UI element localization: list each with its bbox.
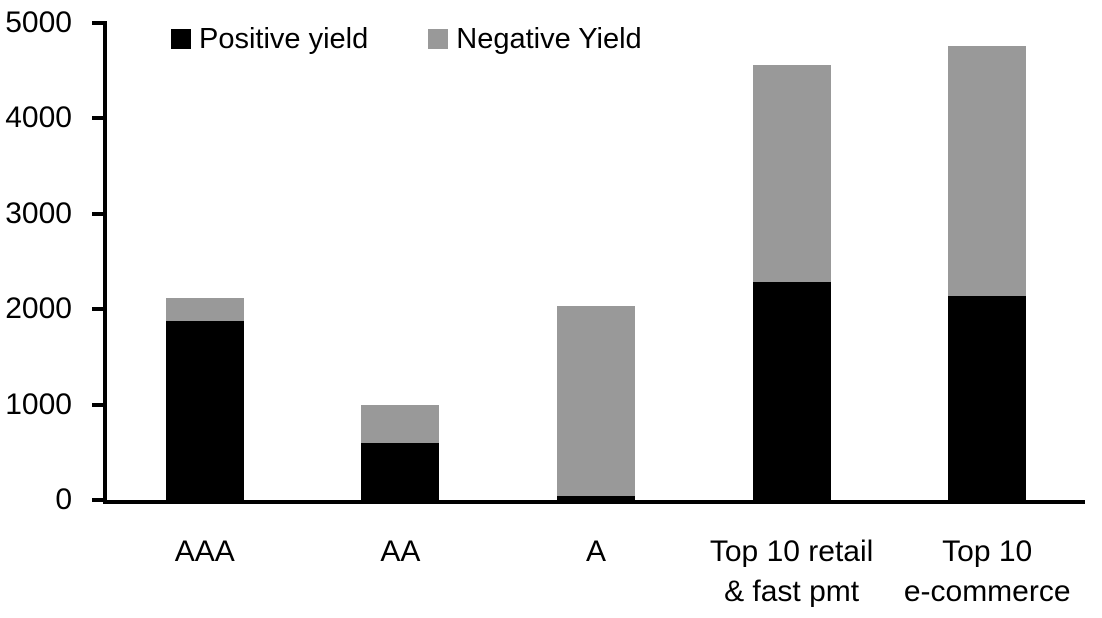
y-tick-mark [92,20,104,25]
bar-segment-negative-2 [557,306,635,497]
x-axis-line [103,500,1085,504]
x-axis-label-3: Top 10 retail & fast pmt [709,535,874,608]
bar-segment-positive-0 [165,320,244,500]
y-tick-label: 4000 [5,101,72,135]
y-tick-mark [92,498,104,502]
legend-label-positive-yield: Positive yield [199,23,369,55]
y-tick-label: 1000 [5,387,72,421]
negative-yield-swatch-icon [428,29,449,49]
x-axis-label-2: A [585,535,606,568]
y-tick-mark [92,116,104,121]
positive-yield-swatch-icon [171,29,191,49]
bar-segment-negative-3 [752,64,831,283]
y-tick-label: 2000 [5,292,72,326]
y-tick-label: 3000 [5,196,72,230]
y-tick-mark [92,307,104,312]
y-tick-label: 0 [55,483,72,516]
x-axis-label-1: AA [380,535,421,568]
y-tick-label: 5000 [5,5,72,39]
legend-item-positive-yield: Positive yield [171,24,368,54]
bar-segment-negative-1 [361,404,440,443]
y-tick-mark [92,402,104,407]
bar-segment-positive-4 [948,295,1027,500]
bar-segment-positive-2 [557,496,635,500]
y-tick-mark [92,211,104,216]
legend: Positive yield Negative Yield [171,24,642,54]
x-axis-label-4: Top 10 e-commerce [903,535,1071,608]
legend-item-negative-yield: Negative Yield [428,23,642,55]
bar-segment-negative-4 [948,45,1027,296]
y-axis-line [103,21,107,504]
bar-segment-negative-0 [165,297,244,321]
x-axis-label-0: AAA [174,535,235,568]
bar-segment-positive-1 [361,442,440,500]
bar-segment-positive-3 [752,282,831,500]
legend-label-negative-yield: Negative Yield [456,23,642,55]
